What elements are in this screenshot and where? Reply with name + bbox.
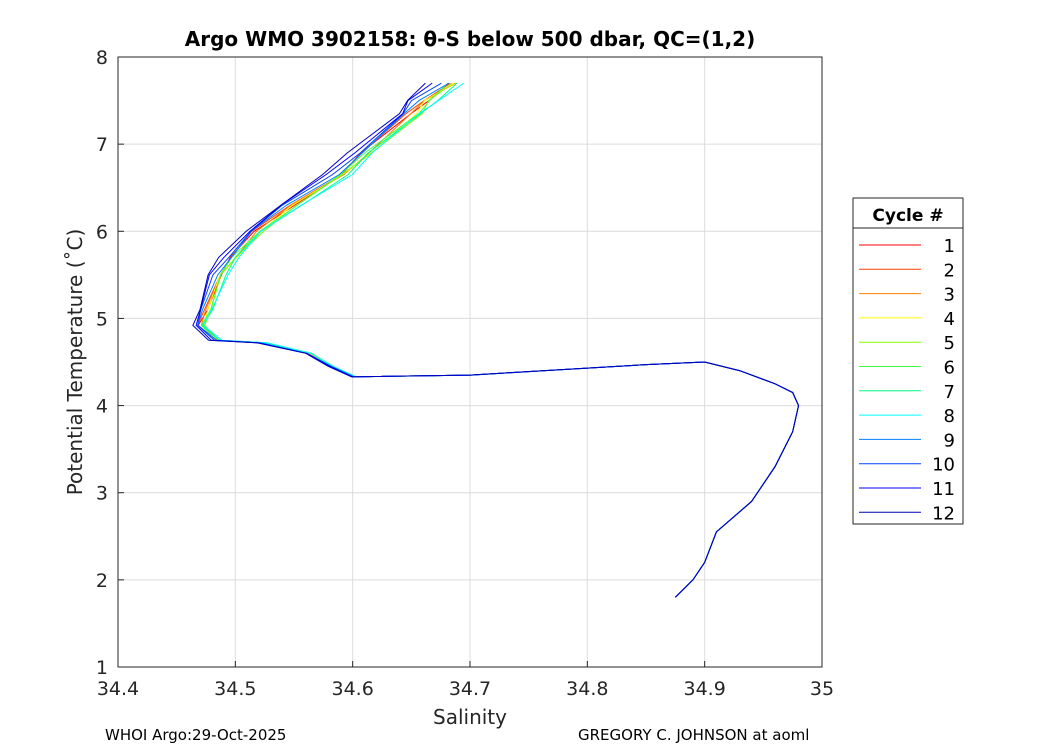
legend-label: 4 <box>944 309 955 330</box>
y-tick-label: 2 <box>96 570 108 592</box>
y-tick-label: 1 <box>96 657 108 679</box>
series-line-cycle-9 <box>197 82 800 598</box>
footer-right: GREGORY C. JOHNSON at aoml <box>578 726 809 744</box>
legend-label: 9 <box>944 430 955 451</box>
legend-label: 12 <box>932 503 955 524</box>
series-line-cycle-6 <box>200 82 800 598</box>
y-tick-label: 3 <box>96 483 108 505</box>
series-line-cycle-3 <box>200 82 800 598</box>
series-line-cycle-4 <box>203 82 800 598</box>
series-line-cycle-1 <box>197 82 800 598</box>
series-line-cycle-2 <box>197 82 800 598</box>
legend-label: 1 <box>944 236 955 257</box>
legend-label: 7 <box>944 382 955 403</box>
series-line-cycle-10 <box>197 82 800 598</box>
y-axis-label: Potential Temperature (˚C) <box>63 229 87 496</box>
y-tick-label: 7 <box>96 134 108 156</box>
legend-title: Cycle # <box>872 206 943 226</box>
y-tick-label: 5 <box>96 308 108 330</box>
legend-label: 11 <box>932 479 955 500</box>
y-tick-label: 4 <box>96 396 108 418</box>
series-line-cycle-12 <box>192 82 800 598</box>
x-tick-label: 35 <box>810 678 834 700</box>
series-line-cycle-11 <box>195 82 800 598</box>
chart-title: Argo WMO 3902158: θ-S below 500 dbar, QC… <box>185 27 755 51</box>
legend-label: 5 <box>944 333 955 354</box>
y-tick-label: 6 <box>96 221 108 243</box>
x-tick-label: 34.6 <box>332 678 374 700</box>
y-tick-label: 8 <box>96 47 108 69</box>
x-tick-label: 34.9 <box>684 678 726 700</box>
legend-label: 8 <box>944 406 955 427</box>
series-line-cycle-7 <box>201 82 800 598</box>
legend-label: 6 <box>944 358 955 379</box>
legend-label: 3 <box>944 285 955 306</box>
legend-label: 2 <box>944 260 955 281</box>
series-line-cycle-8 <box>202 82 800 598</box>
x-axis-label: Salinity <box>433 705 507 729</box>
series-line-cycle-5 <box>204 82 800 598</box>
x-tick-label: 34.4 <box>97 678 139 700</box>
footer-left: WHOI Argo:29-Oct-2025 <box>105 726 286 744</box>
x-tick-label: 34.8 <box>566 678 608 700</box>
x-tick-label: 34.5 <box>214 678 256 700</box>
x-tick-label: 34.7 <box>449 678 491 700</box>
legend-label: 10 <box>932 455 955 476</box>
